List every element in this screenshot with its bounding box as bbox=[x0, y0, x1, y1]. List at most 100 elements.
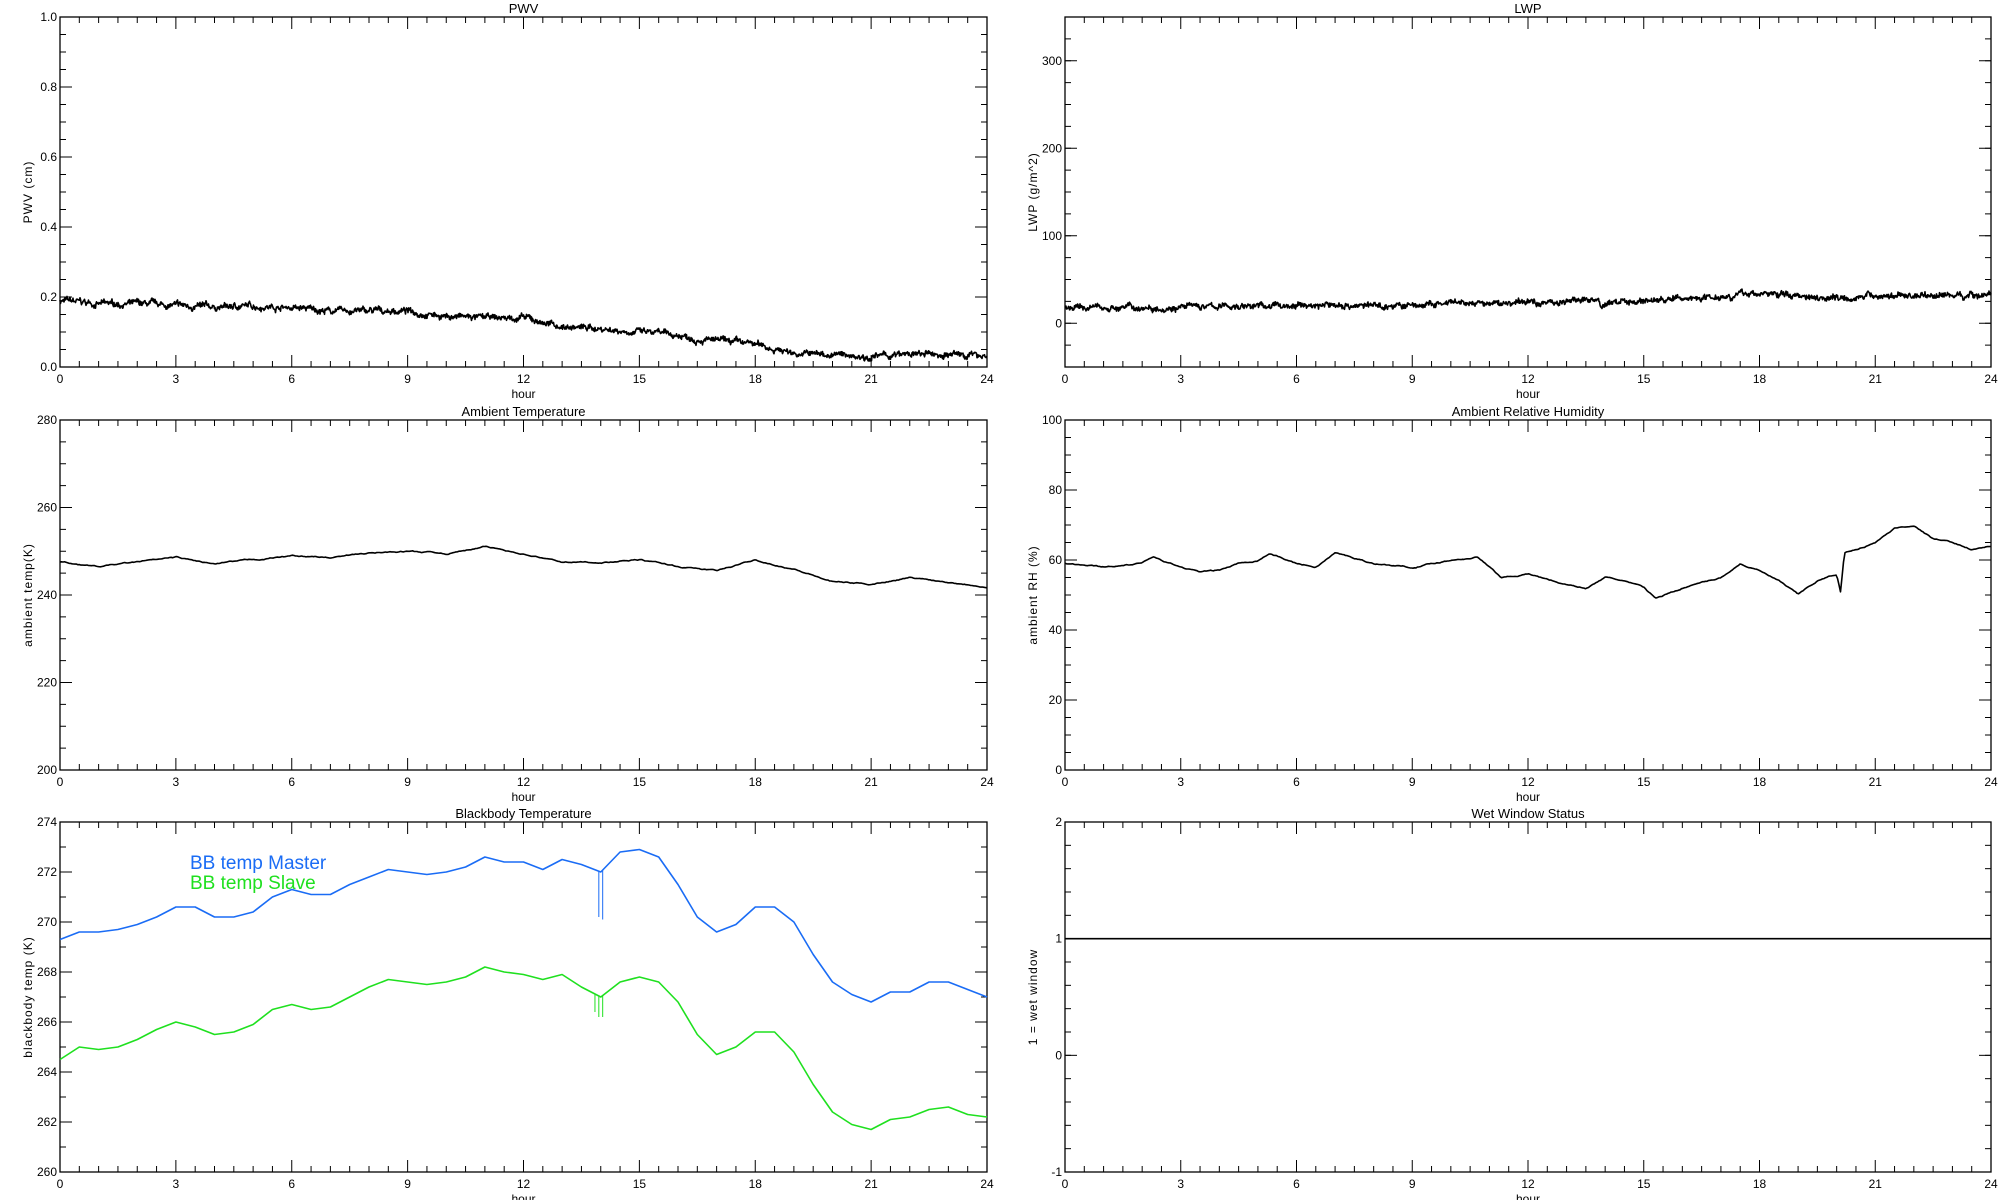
x-tick-label: 21 bbox=[864, 775, 878, 789]
y-tick-label: 100 bbox=[1042, 229, 1062, 243]
x-tick-label: 0 bbox=[57, 775, 64, 789]
x-tick-label: 18 bbox=[749, 372, 763, 386]
chart-title: Ambient Temperature bbox=[461, 404, 585, 419]
x-tick-label: 24 bbox=[1984, 775, 1998, 789]
y-tick-label: 0 bbox=[1055, 1048, 1062, 1062]
x-tick-label: 6 bbox=[1293, 372, 1300, 386]
x-tick-label: 9 bbox=[1409, 372, 1416, 386]
plot-frame bbox=[1064, 16, 1992, 368]
x-tick-label: 3 bbox=[173, 1177, 180, 1191]
x-axis-label: hour bbox=[1516, 387, 1540, 401]
series-line-bb-temp-master bbox=[59, 848, 988, 1003]
x-tick-label: 0 bbox=[1062, 372, 1069, 386]
y-axis-label: LWP (g/m^2) bbox=[1026, 152, 1040, 232]
x-tick-label: 6 bbox=[1293, 1177, 1300, 1191]
y-tick-label: 0.6 bbox=[40, 150, 57, 164]
x-tick-label: 6 bbox=[288, 1177, 295, 1191]
y-tick-label: 1.0 bbox=[40, 10, 57, 24]
series-line-bb-temp-slave bbox=[59, 966, 988, 1131]
y-tick-label: 1 bbox=[1055, 932, 1062, 946]
x-tick-label: 21 bbox=[864, 1177, 878, 1191]
y-axis-label: ambient RH (%) bbox=[1026, 545, 1040, 644]
x-tick-label: 9 bbox=[1409, 1177, 1416, 1191]
chart-title: Wet Window Status bbox=[1471, 806, 1585, 821]
x-tick-label: 24 bbox=[980, 372, 994, 386]
x-tick-label: 18 bbox=[749, 1177, 763, 1191]
y-axis-label: 1 = wet window bbox=[1026, 949, 1040, 1045]
y-tick-label: 220 bbox=[37, 676, 57, 690]
x-tick-label: 9 bbox=[404, 1177, 411, 1191]
y-tick-label: 200 bbox=[37, 763, 57, 777]
x-tick-label: 3 bbox=[1177, 372, 1184, 386]
x-tick-label: 0 bbox=[57, 372, 64, 386]
y-tick-label: 0.4 bbox=[40, 220, 57, 234]
chart-wet-window: Wet Window Status hour 1 = wet window 0 3 6 9 1… bbox=[1026, 806, 1998, 1200]
y-tick-label: 240 bbox=[37, 588, 57, 602]
y-tick-label: 266 bbox=[37, 1015, 57, 1029]
series-line-ambient-rh bbox=[1064, 525, 1991, 599]
chart-lwp: LWP hour LWP (g/m^2) 0 3 6 9 12 15 18 21 24 0 100 200 3… bbox=[1026, 1, 1998, 401]
x-axis-label: hour bbox=[1516, 790, 1540, 804]
y-axis-label: ambient temp(K) bbox=[21, 543, 35, 647]
x-tick-label: 0 bbox=[1062, 1177, 1069, 1191]
y-tick-label: 2 bbox=[1055, 815, 1062, 829]
x-tick-label: 21 bbox=[1869, 372, 1883, 386]
y-tick-label: 60 bbox=[1049, 553, 1063, 567]
y-tick-label: 262 bbox=[37, 1115, 57, 1129]
x-tick-label: 15 bbox=[1637, 1177, 1651, 1191]
x-tick-label: 6 bbox=[1293, 775, 1300, 789]
y-tick-label: 0.0 bbox=[40, 360, 57, 374]
x-tick-label: 15 bbox=[633, 1177, 647, 1191]
chart-bb-temp: Blackbody Temperature hour blackbody temp … bbox=[21, 806, 994, 1200]
x-tick-label: 9 bbox=[404, 372, 411, 386]
x-tick-label: 21 bbox=[1869, 775, 1883, 789]
x-tick-label: 12 bbox=[517, 775, 531, 789]
y-tick-label: 280 bbox=[37, 413, 57, 427]
x-tick-label: 6 bbox=[288, 372, 295, 386]
y-tick-label: -1 bbox=[1051, 1165, 1062, 1179]
y-tick-label: 260 bbox=[37, 501, 57, 515]
y-tick-label: 100 bbox=[1042, 413, 1062, 427]
x-axis-label: hour bbox=[511, 790, 535, 804]
y-tick-label: 300 bbox=[1042, 54, 1062, 68]
y-tick-label: 200 bbox=[1042, 141, 1062, 155]
y-tick-label: 80 bbox=[1049, 483, 1063, 497]
y-tick-label: 274 bbox=[37, 815, 57, 829]
series-line-ambient-temp bbox=[59, 545, 988, 589]
legend-entry: BB temp Master bbox=[190, 853, 327, 874]
x-tick-label: 3 bbox=[173, 775, 180, 789]
y-axis-label: PWV (cm) bbox=[21, 161, 35, 224]
x-tick-label: 3 bbox=[1177, 1177, 1184, 1191]
chart-ambient-rh: Ambient Relative Humidity hour ambient RH … bbox=[1026, 404, 1998, 804]
x-axis-label: hour bbox=[511, 387, 535, 401]
y-tick-label: 272 bbox=[37, 865, 57, 879]
x-tick-label: 18 bbox=[1753, 775, 1767, 789]
x-tick-label: 24 bbox=[980, 775, 994, 789]
chart-title: Ambient Relative Humidity bbox=[1452, 404, 1605, 419]
x-tick-label: 21 bbox=[864, 372, 878, 386]
x-tick-label: 12 bbox=[1521, 372, 1535, 386]
x-tick-label: 15 bbox=[1637, 372, 1651, 386]
y-tick-label: 40 bbox=[1049, 623, 1063, 637]
y-tick-label: 260 bbox=[37, 1165, 57, 1179]
x-tick-label: 24 bbox=[1984, 1177, 1998, 1191]
x-tick-label: 18 bbox=[1753, 372, 1767, 386]
y-tick-label: 20 bbox=[1049, 693, 1063, 707]
series-line-pwv bbox=[59, 295, 988, 362]
x-tick-label: 15 bbox=[633, 775, 647, 789]
legend-entry: BB temp Slave bbox=[190, 873, 316, 894]
chart-ambient-temp: Ambient Temperature hour ambient temp(K) 0 3… bbox=[21, 404, 994, 804]
y-tick-label: 0 bbox=[1055, 763, 1062, 777]
plot-frame bbox=[1064, 821, 1992, 1173]
plot-frame bbox=[1064, 419, 1992, 771]
y-tick-label: 0 bbox=[1055, 316, 1062, 330]
chart-title: PWV bbox=[509, 1, 539, 16]
x-tick-label: 12 bbox=[1521, 1177, 1535, 1191]
x-tick-label: 24 bbox=[1984, 372, 1998, 386]
y-tick-label: 270 bbox=[37, 915, 57, 929]
x-tick-label: 3 bbox=[173, 372, 180, 386]
x-tick-label: 12 bbox=[517, 372, 531, 386]
x-tick-label: 0 bbox=[57, 1177, 64, 1191]
x-tick-label: 12 bbox=[1521, 775, 1535, 789]
